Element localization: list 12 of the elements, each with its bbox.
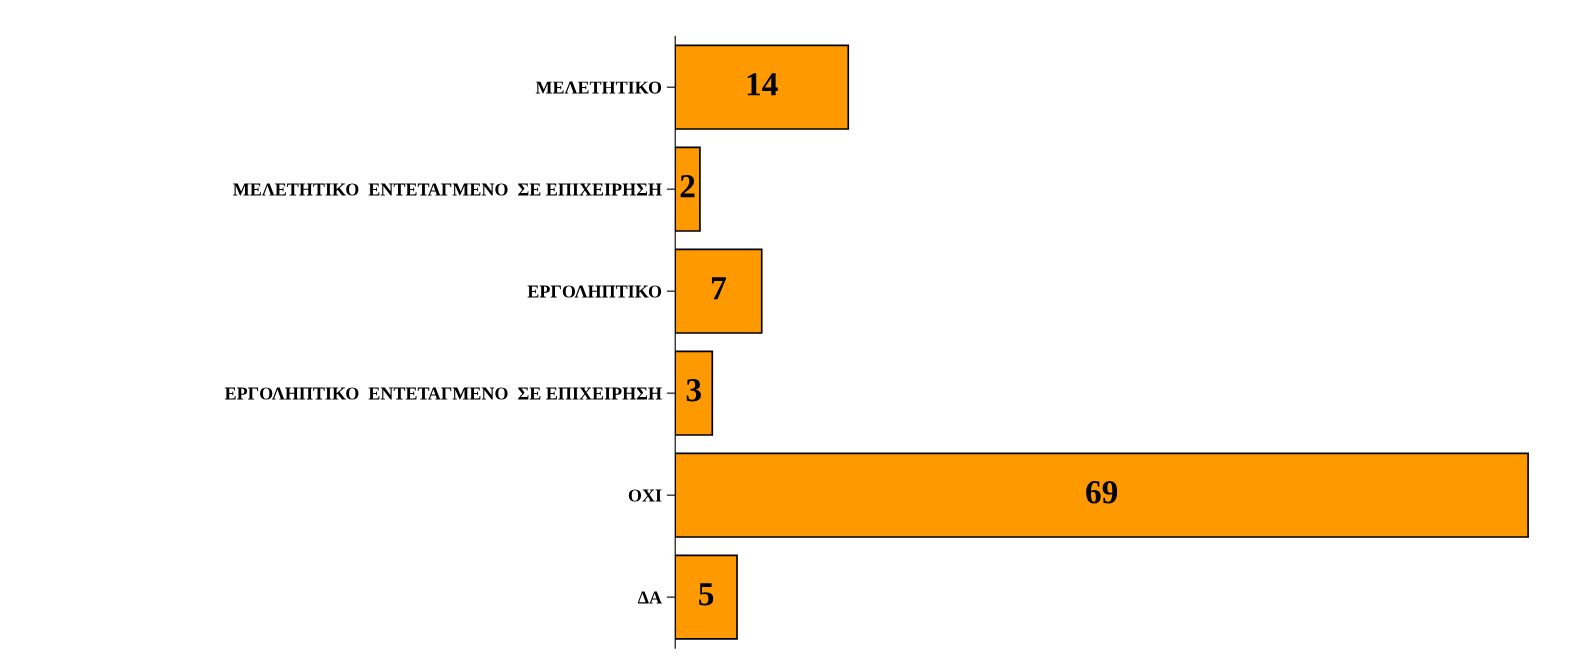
data-label: 14 [747, 73, 778, 96]
data-label: 69 [1086, 481, 1118, 504]
data-label: 3 [686, 379, 701, 402]
y-tick-label: ΔΑ [637, 591, 662, 604]
y-tick-label: ΕΡΓΟΛΗΠΤΙΚΟ ΕΝΤΕΤΑΓΜΕΝΟ ΣΕ ΕΠΙΧΕΙΡΗΣΗ [224, 387, 662, 400]
y-tick-label: ΕΡΓΟΛΗΠΤΙΚΟ [527, 285, 662, 298]
y-tick-label: ΜΕΛΕΤΗΤΙΚΟ ΕΝΤΕΤΑΓΜΕΝΟ ΣΕ ΕΠΙΧΕΙΡΗΣΗ [233, 183, 662, 196]
y-tick-label: ΟΧΙ [628, 489, 662, 502]
data-label: 2 [680, 175, 695, 198]
data-label: 7 [712, 277, 726, 300]
y-tick-label: ΜΕΛΕΤΗΤΙΚΟ [535, 81, 662, 94]
data-label: 5 [699, 583, 714, 606]
